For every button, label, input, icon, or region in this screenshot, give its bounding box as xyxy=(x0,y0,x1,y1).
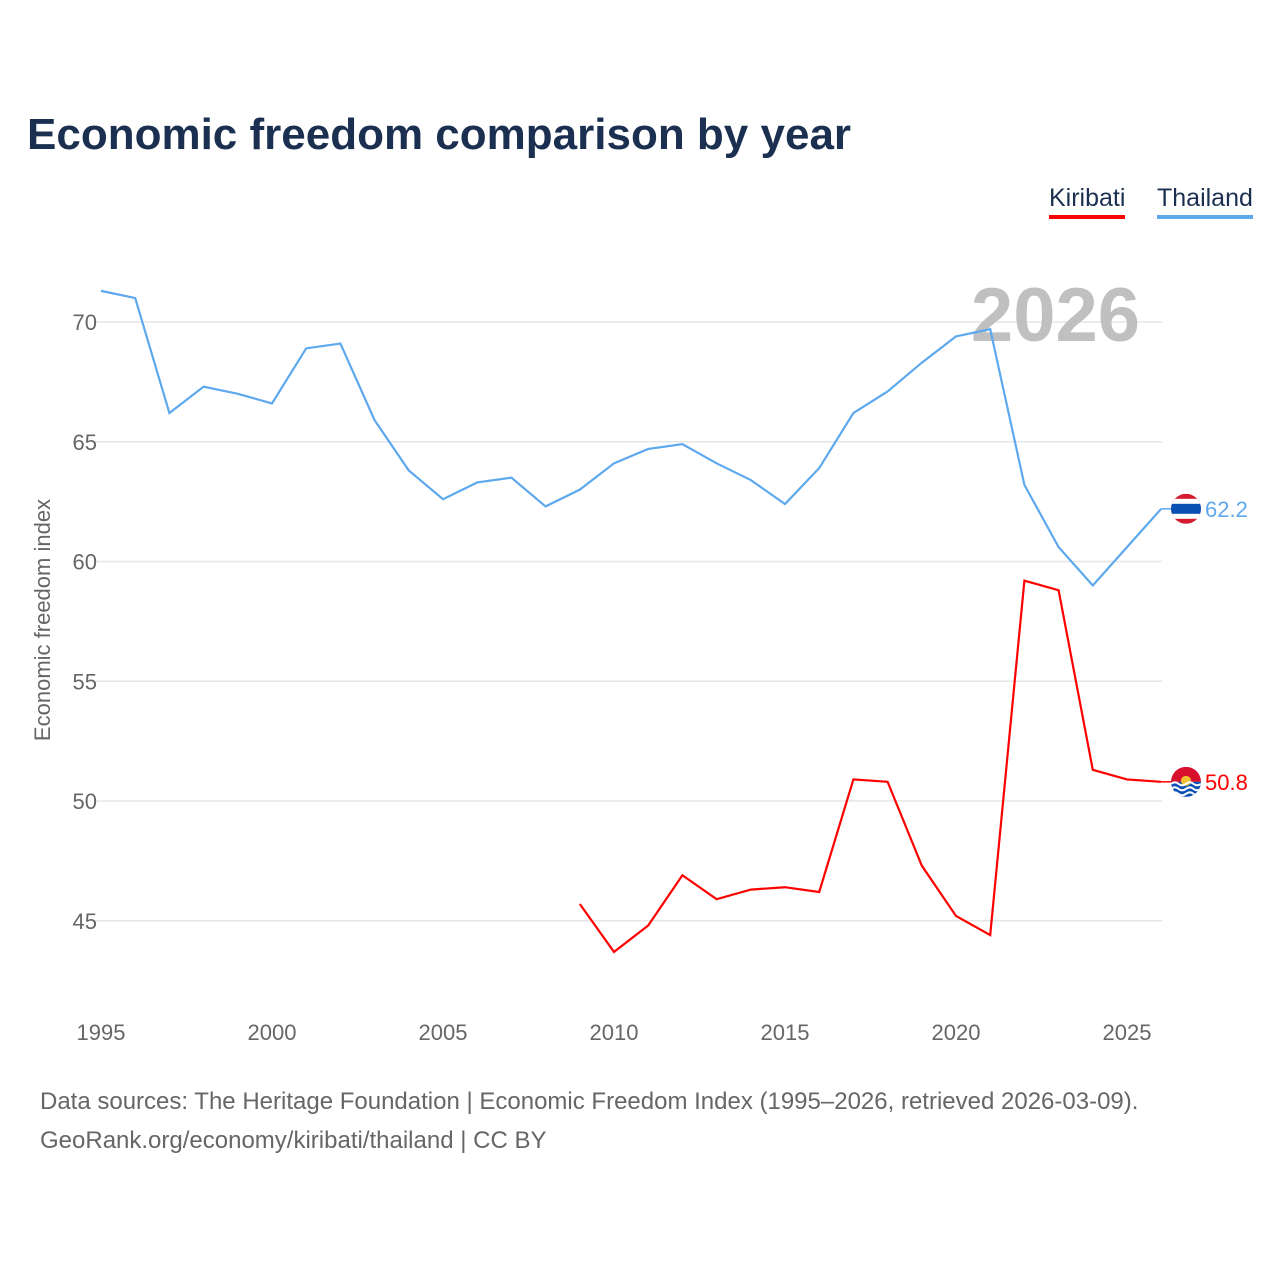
data-point[interactable] xyxy=(953,333,959,339)
data-point[interactable] xyxy=(679,872,685,878)
series-line-thailand[interactable] xyxy=(100,289,1163,588)
data-point[interactable] xyxy=(474,479,480,485)
data-point[interactable] xyxy=(132,295,138,301)
data-point[interactable] xyxy=(748,887,754,893)
y-tick-label: 45 xyxy=(73,909,97,934)
end-value-label: 50.8 xyxy=(1205,770,1248,795)
data-point[interactable] xyxy=(816,465,822,471)
y-axis-label: Economic freedom index xyxy=(30,499,55,741)
legend-kiribati[interactable]: Kiribati xyxy=(1049,184,1126,219)
data-point[interactable] xyxy=(645,923,651,929)
year-watermark: 2026 xyxy=(971,273,1140,358)
data-point[interactable] xyxy=(850,410,856,416)
data-point[interactable] xyxy=(577,901,583,907)
x-tick-label: 2005 xyxy=(419,1020,468,1045)
legend-thailand[interactable]: Thailand xyxy=(1157,184,1253,219)
data-point[interactable] xyxy=(508,475,514,481)
data-point[interactable] xyxy=(543,503,549,509)
data-point[interactable] xyxy=(987,326,993,332)
chart-title: Economic freedom comparison by year xyxy=(27,110,852,159)
data-point[interactable] xyxy=(201,384,207,390)
x-tick-label: 2015 xyxy=(761,1020,810,1045)
data-point[interactable] xyxy=(440,496,446,502)
data-point[interactable] xyxy=(782,501,788,507)
y-tick-label: 60 xyxy=(73,550,97,575)
data-point[interactable] xyxy=(303,345,309,351)
x-tick-label: 2020 xyxy=(932,1020,981,1045)
data-point[interactable] xyxy=(166,410,172,416)
series-line-kiribati[interactable] xyxy=(578,579,1162,954)
data-point[interactable] xyxy=(1090,582,1096,588)
data-point[interactable] xyxy=(714,460,720,466)
data-point[interactable] xyxy=(919,863,925,869)
data-point[interactable] xyxy=(372,417,378,423)
x-tick-label: 2010 xyxy=(590,1020,639,1045)
data-point[interactable] xyxy=(679,441,685,447)
data-point[interactable] xyxy=(816,889,822,895)
thailand-flag-icon xyxy=(1171,493,1201,524)
data-point[interactable] xyxy=(1124,776,1130,782)
x-tick-label: 2025 xyxy=(1103,1020,1152,1045)
data-point[interactable] xyxy=(406,467,412,473)
x-tick-label: 2000 xyxy=(248,1020,297,1045)
data-point[interactable] xyxy=(850,776,856,782)
data-point[interactable] xyxy=(98,288,104,294)
data-point[interactable] xyxy=(885,388,891,394)
data-point[interactable] xyxy=(1056,587,1062,593)
data-point[interactable] xyxy=(645,446,651,452)
data-point[interactable] xyxy=(919,360,925,366)
data-point[interactable] xyxy=(611,460,617,466)
data-point[interactable] xyxy=(1021,578,1027,584)
data-point[interactable] xyxy=(611,949,617,955)
end-value-label: 62.2 xyxy=(1205,497,1248,522)
data-point[interactable] xyxy=(748,477,754,483)
y-tick-label: 70 xyxy=(73,310,97,335)
data-point[interactable] xyxy=(269,400,275,406)
data-point[interactable] xyxy=(1124,544,1130,550)
data-point[interactable] xyxy=(1056,544,1062,550)
data-point[interactable] xyxy=(235,391,241,397)
data-point[interactable] xyxy=(987,932,993,938)
source-text: Data sources: The Heritage Foundation | … xyxy=(40,1088,1139,1115)
kiribati-flag-icon xyxy=(1171,766,1201,797)
data-point[interactable] xyxy=(885,779,891,785)
source-link[interactable]: GeoRank.org/economy/kiribati/thailand | … xyxy=(40,1127,547,1154)
data-point[interactable] xyxy=(714,896,720,902)
y-tick-label: 55 xyxy=(73,669,97,694)
data-point[interactable] xyxy=(577,487,583,493)
y-tick-label: 65 xyxy=(73,430,97,455)
data-point[interactable] xyxy=(782,884,788,890)
y-tick-label: 50 xyxy=(73,789,97,814)
data-point[interactable] xyxy=(1090,767,1096,773)
data-point[interactable] xyxy=(953,913,959,919)
data-point[interactable] xyxy=(337,341,343,347)
data-point[interactable] xyxy=(1021,482,1027,488)
x-tick-label: 1995 xyxy=(77,1020,126,1045)
